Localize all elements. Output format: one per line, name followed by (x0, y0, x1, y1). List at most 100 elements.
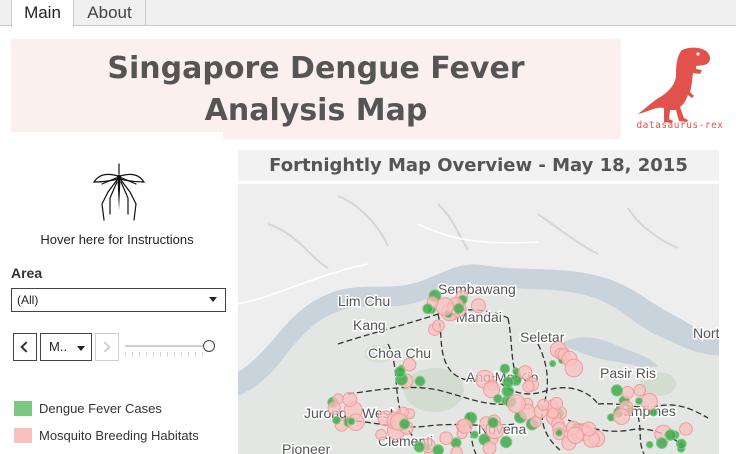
label-nort: Nort (693, 325, 719, 341)
breeding-habitat-marker[interactable] (518, 365, 533, 380)
label-mandai: Mandai (456, 309, 502, 325)
legend-item-dengue-cases[interactable]: Dengue Fever Cases (14, 400, 214, 418)
label-pioneer: Pioneer (282, 441, 331, 454)
breeding-habitat-marker[interactable] (564, 358, 584, 378)
map-markers[interactable] (327, 289, 693, 454)
breeding-habitat-marker[interactable] (507, 394, 526, 414)
dengue-case-marker[interactable] (499, 435, 513, 449)
date-slider-handle[interactable] (203, 340, 215, 352)
banner-notch (11, 132, 223, 140)
dengue-case-marker[interactable] (493, 394, 503, 404)
breeding-habitat-marker[interactable] (547, 407, 559, 419)
tab-about[interactable]: About (74, 0, 146, 26)
breeding-habitat-marker[interactable] (327, 401, 342, 415)
chevron-left-icon (20, 341, 32, 353)
instructions-text[interactable]: Hover here for Instructions (40, 232, 194, 247)
dengue-case-marker[interactable] (549, 360, 557, 368)
area-dropdown-value: (All) (17, 293, 39, 307)
dengue-case-marker[interactable] (453, 303, 465, 314)
breeding-habitat-marker[interactable] (621, 386, 635, 399)
breeding-habitat-marker[interactable] (613, 408, 631, 426)
label-kang: Kang (353, 317, 386, 333)
date-dropdown[interactable]: M.. (40, 333, 92, 361)
page-title: Singapore Dengue Fever Analysis Map (11, 48, 621, 132)
t-rex-icon (638, 47, 711, 123)
dengue-case-marker[interactable] (555, 429, 563, 437)
map-canvas[interactable]: Lim Chu Kang Sembawang Mandai Seletar No… (238, 184, 719, 454)
breeding-habitat-marker[interactable] (439, 431, 453, 445)
breeding-habitat-marker[interactable] (640, 392, 658, 411)
chevron-down-icon (209, 297, 217, 302)
johor-highways (238, 223, 539, 305)
date-slider-ticks (125, 352, 209, 357)
label-pasir-ris: Pasir Ris (600, 365, 656, 381)
tab-bar: Main About (0, 0, 736, 27)
legend-swatch-habitat (14, 428, 32, 443)
dengue-case-marker[interactable] (664, 429, 677, 441)
next-date-button[interactable] (95, 333, 119, 361)
pasir-ris-park (640, 372, 676, 396)
dengue-case-marker[interactable] (394, 366, 406, 378)
breeding-habitat-marker[interactable] (537, 398, 550, 411)
breeding-habitat-marker[interactable] (482, 441, 497, 454)
legend-label-dengue: Dengue Fever Cases (39, 401, 162, 416)
breeding-habitat-marker[interactable] (483, 381, 501, 399)
page-title-line-1: Singapore Dengue Fever (107, 51, 525, 86)
breeding-habitat-marker[interactable] (402, 357, 417, 372)
western-park (364, 345, 392, 363)
johor-strait (238, 264, 719, 396)
serangoon-harbour (560, 337, 658, 368)
label-seletar: Seletar (520, 329, 565, 345)
date-dropdown-value: M.. (49, 339, 68, 354)
dengue-case-marker[interactable] (645, 440, 654, 449)
breeding-habitat-marker[interactable] (450, 446, 463, 454)
chevron-right-icon (99, 341, 111, 353)
breeding-habitat-marker[interactable] (432, 319, 445, 333)
map-title: Fortnightly Map Overview - May 18, 2015 (238, 150, 719, 181)
tab-main[interactable]: Main (11, 0, 74, 27)
dengue-case-marker[interactable] (422, 303, 434, 315)
dengue-case-marker[interactable] (347, 417, 356, 426)
dengue-case-marker[interactable] (655, 437, 668, 450)
johor-roads (267, 195, 679, 269)
chevron-down-icon (77, 346, 85, 351)
dengue-case-marker[interactable] (399, 418, 410, 430)
label-lim-chu: Lim Chu (338, 293, 390, 309)
breeding-habitat-marker[interactable] (375, 428, 387, 441)
legend-label-habitat: Mosquito Breeding Habitats (39, 428, 199, 443)
dengue-case-marker[interactable] (635, 397, 643, 405)
area-label: Area (11, 265, 43, 281)
dengue-map[interactable]: Lim Chu Kang Sembawang Mandai Seletar No… (238, 184, 719, 454)
dengue-case-marker[interactable] (332, 415, 341, 425)
dengue-case-marker[interactable] (470, 430, 479, 439)
dengue-case-marker[interactable] (502, 376, 514, 388)
area-dropdown[interactable]: (All) (11, 288, 226, 312)
breeding-habitat-marker[interactable] (633, 384, 646, 397)
breeding-habitat-marker[interactable] (435, 297, 454, 316)
legend-item-breeding-habitats[interactable]: Mosquito Breeding Habitats (14, 427, 234, 445)
date-slider-track[interactable] (125, 345, 209, 347)
label-sembawang: Sembawang (438, 281, 516, 297)
dengue-case-marker[interactable] (432, 444, 444, 454)
breeding-habitat-marker[interactable] (342, 392, 358, 407)
breeding-habitat-marker[interactable] (457, 418, 473, 434)
dengue-case-marker[interactable] (499, 363, 511, 374)
breeding-habitat-marker[interactable] (581, 421, 597, 437)
breeding-habitat-marker[interactable] (529, 416, 542, 428)
label-choa-chu: Choa Chu (368, 345, 431, 361)
breeding-habitat-marker[interactable] (566, 426, 584, 444)
dengue-case-marker[interactable] (610, 384, 623, 397)
page-title-line-2: Analysis Map (204, 93, 428, 128)
mosquito-icon[interactable] (92, 162, 146, 224)
breeding-habitat-marker[interactable] (522, 380, 535, 393)
previous-date-button[interactable] (13, 333, 37, 361)
title-banner (11, 39, 621, 139)
planning-area-boundaries (337, 309, 709, 454)
breeding-habitat-marker[interactable] (679, 422, 693, 436)
breeding-habitat-marker[interactable] (471, 298, 486, 314)
dengue-case-marker[interactable] (676, 438, 687, 450)
johor-land (238, 184, 719, 372)
dengue-case-marker[interactable] (414, 375, 426, 387)
dengue-case-marker[interactable] (487, 417, 499, 429)
dengue-case-marker[interactable] (413, 441, 425, 453)
